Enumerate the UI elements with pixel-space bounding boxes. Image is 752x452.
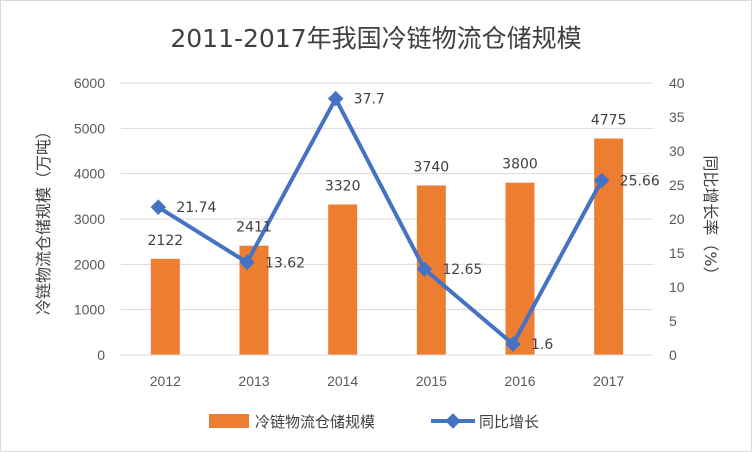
bar-value-label: 2122 <box>148 233 184 249</box>
line-series <box>150 90 610 352</box>
growth-line <box>157 96 604 347</box>
bar-series <box>150 138 624 355</box>
bar <box>328 204 358 355</box>
line-value-label: 1.6 <box>531 337 553 353</box>
legend-line-marker <box>445 413 461 429</box>
legend-bar-label: 冷链物流仓储规模 <box>255 413 375 431</box>
legend: 冷链物流仓储规模 同比增长 <box>209 413 539 431</box>
bar-value-label: 3320 <box>325 178 361 194</box>
y2-tick-label: 20 <box>669 211 685 227</box>
x-tick-label: 2015 <box>416 373 447 389</box>
x-tick-label: 2013 <box>238 373 269 389</box>
line-point <box>327 90 344 107</box>
y-tick-label: 2000 <box>74 256 105 272</box>
y2-tick-label: 35 <box>669 109 685 125</box>
x-tick-label: 2017 <box>593 373 624 389</box>
y2-tick-label: 5 <box>669 313 677 329</box>
legend-bar-swatch <box>209 414 249 428</box>
line-value-label: 21.74 <box>176 200 216 216</box>
data-labels: 2122 2411 3320 3740 3800 4775 21.74 13.62 37.7 12… <box>148 92 660 353</box>
bar <box>594 138 624 355</box>
line-point <box>239 254 255 271</box>
axes: 0 1000 2000 3000 4000 5000 6000 0 5 10 15 20 25 30 35 4… <box>74 75 685 389</box>
line-value-label: 13.62 <box>265 255 305 271</box>
line-value-label: 12.65 <box>442 262 482 278</box>
y-axis-title: 冷链物流仓储规模（万吨） <box>34 123 53 315</box>
y2-axis-title: 同比增长率（%） <box>701 155 720 282</box>
x-tick-label: 2012 <box>150 373 181 389</box>
legend-line-label: 同比增长 <box>479 413 539 431</box>
line-point <box>593 172 610 189</box>
bar-value-label: 2411 <box>236 220 272 236</box>
y-tick-label: 1000 <box>74 302 105 318</box>
gridlines <box>121 82 653 356</box>
bar <box>505 182 535 355</box>
y-tick-label: 0 <box>97 347 105 363</box>
line-value-label: 25.66 <box>620 174 660 190</box>
y-tick-label: 4000 <box>74 166 105 182</box>
y-tick-label: 5000 <box>74 120 105 136</box>
y2-tick-label: 30 <box>669 143 685 159</box>
bar-value-label: 3740 <box>414 159 450 175</box>
bar-value-label: 3800 <box>502 157 538 173</box>
x-tick-label: 2014 <box>327 373 358 389</box>
y-tick-label: 6000 <box>74 75 105 91</box>
y2-tick-label: 10 <box>669 279 685 295</box>
bar <box>150 258 180 355</box>
x-tick-label: 2016 <box>504 373 535 389</box>
bar-value-label: 4775 <box>591 113 627 129</box>
y2-tick-label: 40 <box>669 75 685 91</box>
y2-tick-label: 15 <box>669 245 685 261</box>
y2-tick-label: 0 <box>669 347 677 363</box>
chart-title: 2011-2017年我国冷链物流仓储规模 <box>170 24 582 53</box>
line-value-label: 37.7 <box>354 92 385 108</box>
y-tick-label: 3000 <box>74 211 105 227</box>
y2-tick-label: 25 <box>669 177 685 193</box>
line-point <box>150 199 167 215</box>
